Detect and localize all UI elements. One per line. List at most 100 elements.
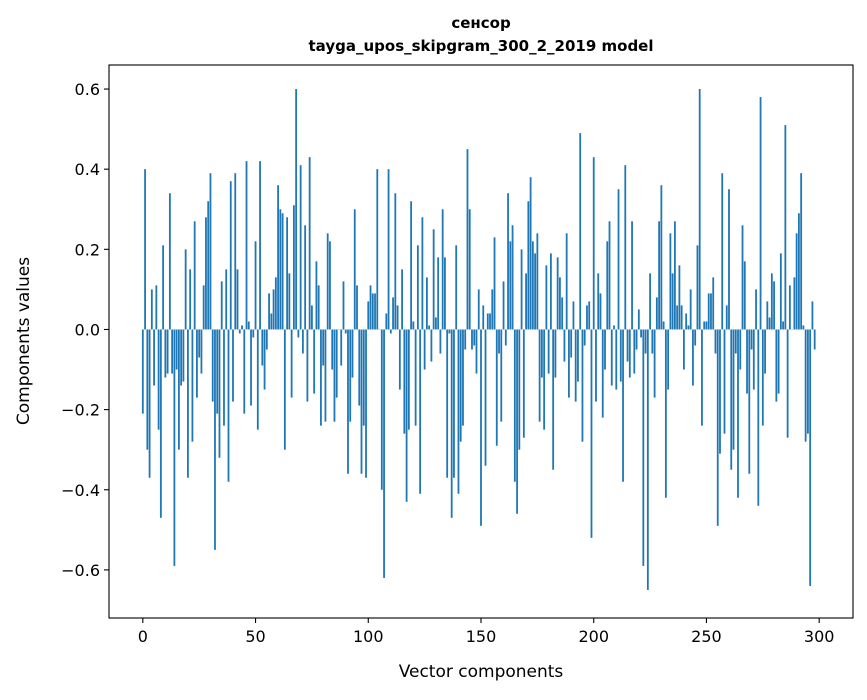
bar-96	[358, 329, 360, 405]
bar-169	[523, 329, 525, 437]
bar-119	[410, 201, 412, 329]
bar-91	[347, 329, 349, 473]
bar-139	[455, 245, 457, 329]
bar-202	[597, 273, 599, 329]
bar-79	[320, 329, 322, 425]
bar-270	[751, 329, 753, 349]
bar-186	[561, 297, 563, 329]
bar-136	[449, 329, 451, 333]
bar-294	[805, 329, 807, 441]
bar-164	[512, 225, 514, 329]
bar-298	[814, 329, 816, 349]
bar-238	[678, 265, 680, 329]
bar-263	[735, 329, 737, 353]
bar-163	[509, 241, 511, 329]
bar-29	[207, 201, 209, 329]
bar-219	[636, 329, 638, 349]
bar-15	[176, 329, 178, 369]
bar-252	[710, 293, 712, 329]
bar-8	[160, 329, 162, 517]
bar-280	[773, 281, 775, 329]
bar-226	[651, 329, 653, 353]
bar-109	[388, 169, 390, 329]
bar-107	[383, 329, 385, 577]
bar-227	[654, 329, 656, 397]
bar-220	[638, 309, 640, 329]
bar-228	[656, 297, 658, 329]
bar-39	[230, 181, 232, 329]
bar-118	[408, 329, 410, 429]
bar-159	[500, 329, 502, 421]
y-tick-label: 0.4	[75, 160, 100, 179]
bar-151	[482, 305, 484, 329]
bar-55	[266, 329, 268, 349]
bar-46	[246, 161, 248, 329]
bar-1	[144, 169, 146, 329]
bar-124	[421, 217, 423, 329]
bar-62	[282, 213, 284, 329]
bar-268	[746, 329, 748, 393]
bar-22	[192, 329, 194, 441]
bar-41	[234, 173, 236, 329]
bar-52	[259, 161, 261, 329]
bar-218	[633, 329, 635, 373]
bar-71	[302, 329, 304, 353]
bar-204	[602, 329, 604, 417]
bar-7	[158, 329, 160, 429]
bar-209	[613, 325, 615, 329]
bar-180	[548, 329, 550, 373]
bar-210	[615, 329, 617, 389]
bar-281	[775, 329, 777, 401]
bar-265	[739, 329, 741, 369]
bar-97	[361, 329, 363, 473]
bar-233	[667, 329, 669, 389]
bar-23	[194, 221, 196, 329]
bar-269	[748, 329, 750, 473]
bar-143	[464, 329, 466, 349]
bar-184	[557, 257, 559, 329]
y-axis-label: Components values	[14, 257, 34, 425]
bar-208	[611, 329, 613, 385]
bar-246	[697, 245, 699, 329]
bar-277	[766, 301, 768, 329]
bar-166	[516, 329, 518, 513]
bar-68	[295, 89, 297, 329]
x-tick-label: 100	[353, 627, 384, 646]
bar-106	[381, 329, 383, 489]
bar-133	[442, 209, 444, 329]
x-tick-label: 300	[804, 627, 835, 646]
bar-90	[345, 329, 347, 333]
bar-110	[390, 329, 392, 333]
bar-276	[764, 329, 766, 373]
bar-175	[536, 233, 538, 329]
bar-245	[694, 329, 696, 345]
bar-59	[275, 277, 277, 329]
bar-85	[334, 329, 336, 421]
bar-31	[212, 329, 214, 401]
bar-290	[796, 233, 798, 329]
bar-42	[237, 269, 239, 329]
bar-177	[541, 329, 543, 377]
bar-213	[622, 329, 624, 481]
bar-174	[534, 253, 536, 329]
bar-74	[309, 157, 311, 329]
bar-239	[681, 305, 683, 329]
bar-65	[288, 273, 290, 329]
bar-47	[248, 321, 250, 329]
bar-266	[742, 225, 744, 329]
bar-128	[430, 329, 432, 361]
x-tick-label: 50	[245, 627, 265, 646]
bar-37	[225, 269, 227, 329]
bar-142	[462, 329, 464, 425]
bar-89	[343, 281, 345, 329]
bar-255	[717, 329, 719, 525]
bar-253	[712, 277, 714, 329]
bar-32	[214, 329, 216, 549]
bar-214	[624, 165, 626, 329]
bar-170	[525, 273, 527, 329]
bar-264	[737, 329, 739, 497]
bar-36	[223, 329, 225, 425]
bar-243	[690, 289, 692, 329]
